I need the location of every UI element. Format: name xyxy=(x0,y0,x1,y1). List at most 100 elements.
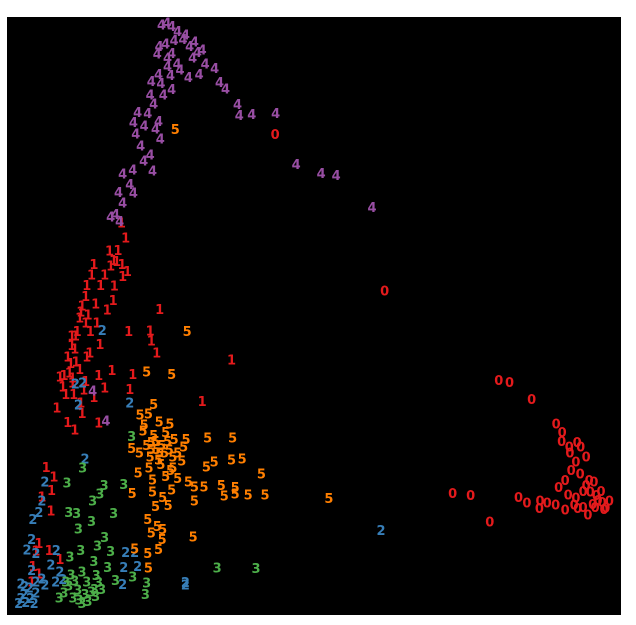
point-class-4: 4 xyxy=(115,215,124,230)
point-class-5: 5 xyxy=(170,433,179,448)
point-class-1: 1 xyxy=(81,316,90,331)
point-class-3: 3 xyxy=(82,576,91,591)
point-class-0: 0 xyxy=(571,492,580,507)
point-class-5: 5 xyxy=(179,441,188,456)
point-class-3: 3 xyxy=(77,566,86,581)
point-class-5: 5 xyxy=(153,520,162,535)
point-class-1: 1 xyxy=(28,560,37,575)
point-class-1: 1 xyxy=(155,303,164,318)
point-class-0: 0 xyxy=(551,499,560,514)
point-class-5: 5 xyxy=(167,483,176,498)
point-class-2: 2 xyxy=(118,578,127,593)
point-class-5: 5 xyxy=(168,451,177,466)
point-class-1: 1 xyxy=(67,330,76,345)
point-class-2: 2 xyxy=(51,576,60,591)
point-class-5: 5 xyxy=(149,429,158,444)
point-class-3: 3 xyxy=(61,576,70,591)
point-class-1: 1 xyxy=(66,357,75,372)
point-class-2: 2 xyxy=(16,592,25,607)
point-class-0: 0 xyxy=(588,498,597,513)
point-class-0: 0 xyxy=(557,435,566,450)
point-class-1: 1 xyxy=(105,244,114,259)
point-class-0: 0 xyxy=(570,499,579,514)
point-class-5: 5 xyxy=(154,454,163,469)
point-class-0: 0 xyxy=(573,436,582,451)
point-class-5: 5 xyxy=(158,491,167,506)
point-class-5: 5 xyxy=(164,499,173,514)
point-class-1: 1 xyxy=(100,382,109,397)
point-class-0: 0 xyxy=(565,441,574,456)
point-class-5: 5 xyxy=(158,523,167,538)
point-class-4: 4 xyxy=(154,115,163,130)
point-class-2: 2 xyxy=(78,376,87,391)
point-class-5: 5 xyxy=(238,452,247,467)
point-class-2: 2 xyxy=(46,559,55,574)
point-class-5: 5 xyxy=(144,462,153,477)
point-class-1: 1 xyxy=(95,338,104,353)
point-class-4: 4 xyxy=(166,69,175,84)
point-class-2: 2 xyxy=(52,544,61,559)
point-class-5: 5 xyxy=(146,451,155,466)
point-class-1: 1 xyxy=(113,244,122,259)
point-class-0: 0 xyxy=(582,479,591,494)
point-class-0: 0 xyxy=(535,494,544,509)
point-class-1: 1 xyxy=(128,368,137,383)
point-class-1: 1 xyxy=(55,371,64,386)
point-class-2: 2 xyxy=(40,476,49,491)
point-class-1: 1 xyxy=(124,325,133,340)
point-class-3: 3 xyxy=(76,544,85,559)
point-class-0: 0 xyxy=(567,464,576,479)
point-class-0: 0 xyxy=(271,128,280,143)
point-class-4: 4 xyxy=(129,116,138,131)
point-class-5: 5 xyxy=(184,476,193,491)
point-class-1: 1 xyxy=(81,290,90,305)
point-class-0: 0 xyxy=(558,426,567,441)
point-class-1: 1 xyxy=(81,375,90,390)
point-class-4: 4 xyxy=(101,414,110,429)
point-class-5: 5 xyxy=(134,466,143,481)
point-class-1: 1 xyxy=(109,294,118,309)
point-class-3: 3 xyxy=(251,562,260,577)
point-class-2: 2 xyxy=(31,576,40,591)
point-class-4: 4 xyxy=(221,83,230,98)
point-class-5: 5 xyxy=(171,123,180,138)
point-class-5: 5 xyxy=(130,542,139,557)
point-class-5: 5 xyxy=(142,439,151,454)
point-class-1: 1 xyxy=(106,260,115,275)
point-class-4: 4 xyxy=(317,167,326,182)
point-class-3: 3 xyxy=(65,550,74,565)
point-class-5: 5 xyxy=(147,443,156,458)
point-class-3: 3 xyxy=(72,507,81,522)
point-class-2: 2 xyxy=(58,573,67,588)
point-class-2: 2 xyxy=(121,546,130,561)
point-class-1: 1 xyxy=(121,232,130,247)
point-class-2: 2 xyxy=(119,561,128,576)
point-class-1: 1 xyxy=(34,537,43,552)
point-class-3: 3 xyxy=(100,531,109,546)
point-class-3: 3 xyxy=(64,506,73,521)
point-class-1: 1 xyxy=(46,504,55,519)
point-class-3: 3 xyxy=(100,479,109,494)
point-class-2: 2 xyxy=(37,494,46,509)
point-class-5: 5 xyxy=(160,447,169,462)
point-class-4: 4 xyxy=(163,60,172,75)
point-class-3: 3 xyxy=(94,576,103,591)
point-class-3: 3 xyxy=(109,507,118,522)
point-class-3: 3 xyxy=(74,594,83,609)
point-class-5: 5 xyxy=(128,487,137,502)
point-class-3: 3 xyxy=(90,583,99,598)
point-class-4: 4 xyxy=(88,385,97,400)
point-class-4: 4 xyxy=(149,97,158,112)
point-class-5: 5 xyxy=(147,436,156,451)
point-class-1: 1 xyxy=(59,369,68,384)
point-class-3: 3 xyxy=(97,583,106,598)
point-class-4: 4 xyxy=(146,89,155,104)
point-class-3: 3 xyxy=(59,587,68,602)
point-class-1: 1 xyxy=(37,490,46,505)
point-class-4: 4 xyxy=(367,201,376,216)
point-class-0: 0 xyxy=(571,455,580,470)
point-class-4: 4 xyxy=(235,109,244,124)
point-class-5: 5 xyxy=(154,543,163,558)
